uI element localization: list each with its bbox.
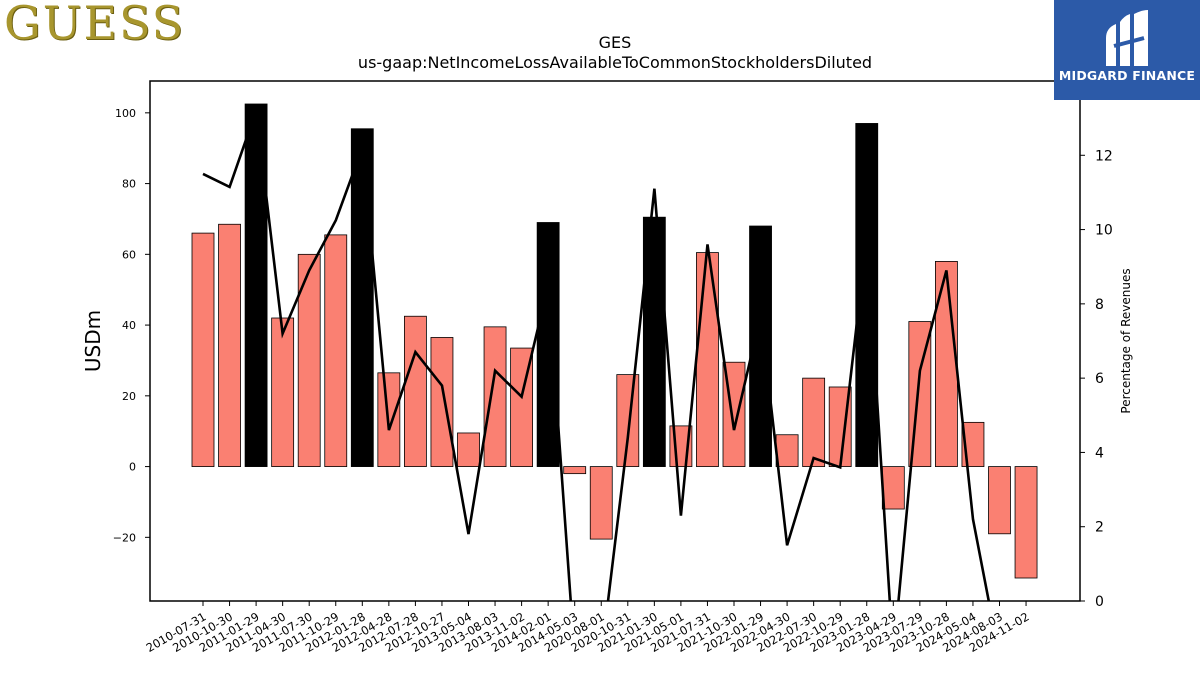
bar-2011-01-29: [244, 103, 268, 467]
y-tick-label: 0: [129, 461, 136, 474]
bar-2022-01-29: [749, 225, 772, 467]
bar-2022-04-30: [775, 434, 799, 467]
plot-frame: [149, 80, 1081, 602]
line-series: [202, 110, 991, 601]
bar-2014-05-03: [563, 466, 587, 475]
y2-tick-label: 4: [1095, 445, 1104, 461]
chart-title: GES: [599, 33, 632, 52]
revenue-percentage-line: [202, 110, 991, 601]
y-tick-label: −20: [113, 531, 136, 544]
bar-2020-10-31: [616, 374, 640, 467]
bar-2024-08-03: [988, 466, 1011, 535]
midgard-emblem-icon: [1106, 10, 1148, 66]
y-tick-label: 20: [122, 390, 136, 403]
y-tick-label: 40: [122, 319, 136, 332]
bar-2020-08-01: [589, 466, 613, 540]
bar-2023-10-28: [935, 261, 958, 467]
bar-2023-01-28: [855, 123, 879, 467]
y2-tick-label: 12: [1095, 148, 1113, 164]
bar-series: [191, 103, 1038, 579]
bar-2012-07-28: [403, 315, 427, 467]
bar-2010-07-31: [191, 232, 215, 467]
y-tick-label: 80: [122, 178, 136, 191]
midgard-finance-logo: MIDGARD FINANCE: [1054, 0, 1200, 100]
y2-axis-label: Percentage of Revenues: [1119, 268, 1133, 413]
y2-tick-label: 6: [1095, 371, 1104, 387]
y2-tick-label: 10: [1095, 223, 1113, 239]
bar-2011-10-29: [324, 234, 348, 467]
y2-tick-label: 8: [1095, 297, 1104, 313]
bar-2011-07-30: [297, 253, 321, 467]
bar-2024-11-02: [1014, 466, 1038, 579]
y-tick-label: 100: [115, 107, 136, 120]
bar-2013-05-04: [457, 432, 480, 467]
bar-2011-04-30: [271, 317, 295, 467]
bar-2023-04-29: [881, 466, 905, 510]
y2-tick-label: 2: [1095, 520, 1104, 536]
y-axis-label: USDm: [81, 310, 105, 372]
bar-2021-07-31: [696, 252, 719, 467]
midgard-finance-label: MIDGARD FINANCE: [1058, 68, 1196, 83]
bar-2012-01-28: [350, 128, 374, 467]
bar-2013-08-03: [483, 326, 507, 467]
y-tick-label: 60: [122, 248, 136, 261]
bar-2021-01-30: [642, 216, 666, 467]
bar-2010-10-30: [218, 223, 241, 467]
bar-2014-02-01: [536, 222, 560, 467]
bar-2022-07-30: [802, 377, 826, 467]
bar-2012-10-27: [430, 337, 454, 467]
chart-subtitle: us-gaap:NetIncomeLossAvailableToCommonSt…: [358, 53, 872, 72]
y2-tick-label: 0: [1095, 594, 1104, 610]
company-logo: GUESS: [4, 0, 186, 50]
